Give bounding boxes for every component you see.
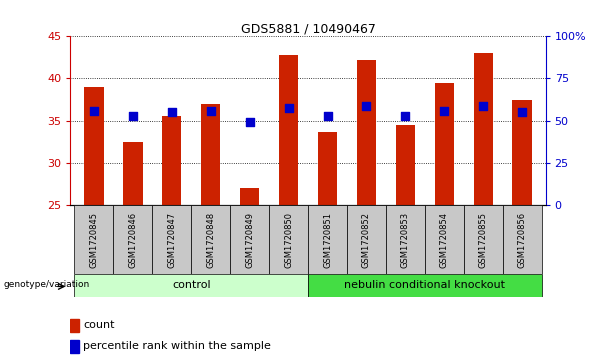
Bar: [395, 125, 415, 205]
Point: [400, 114, 410, 119]
Text: genotype/variation: genotype/variation: [4, 280, 89, 289]
Bar: [230, 205, 269, 274]
Text: control: control: [172, 280, 210, 290]
Title: GDS5881 / 10490467: GDS5881 / 10490467: [240, 22, 376, 35]
Text: GSM1720854: GSM1720854: [440, 212, 449, 268]
Text: GSM1720845: GSM1720845: [89, 212, 98, 268]
Bar: [84, 87, 104, 205]
Point: [362, 103, 371, 109]
Point: [284, 105, 294, 111]
Bar: [308, 205, 347, 274]
Bar: [70, 319, 78, 332]
Text: GSM1720851: GSM1720851: [323, 212, 332, 268]
Bar: [512, 99, 532, 205]
Text: GSM1720852: GSM1720852: [362, 212, 371, 268]
Point: [322, 114, 332, 119]
Point: [89, 108, 99, 114]
Point: [517, 109, 527, 115]
Bar: [269, 205, 308, 274]
Text: nebulin conditional knockout: nebulin conditional knockout: [345, 280, 505, 290]
Bar: [191, 205, 230, 274]
Bar: [279, 55, 299, 205]
Point: [206, 108, 216, 114]
Text: GSM1720848: GSM1720848: [206, 212, 215, 268]
Bar: [113, 205, 152, 274]
Text: GSM1720855: GSM1720855: [479, 212, 488, 268]
Bar: [318, 132, 337, 205]
Bar: [74, 205, 113, 274]
Point: [478, 103, 488, 109]
Bar: [123, 142, 143, 205]
Point: [128, 114, 138, 119]
Bar: [435, 83, 454, 205]
Bar: [308, 274, 542, 297]
Text: GSM1720847: GSM1720847: [167, 212, 177, 268]
Bar: [70, 339, 78, 353]
Bar: [425, 205, 464, 274]
Bar: [74, 274, 308, 297]
Text: GSM1720853: GSM1720853: [401, 212, 410, 268]
Bar: [357, 60, 376, 205]
Bar: [473, 53, 493, 205]
Text: GSM1720846: GSM1720846: [128, 212, 137, 268]
Bar: [464, 205, 503, 274]
Text: count: count: [83, 321, 115, 330]
Text: percentile rank within the sample: percentile rank within the sample: [83, 341, 271, 351]
Bar: [503, 205, 542, 274]
Text: GSM1720850: GSM1720850: [284, 212, 293, 268]
Point: [245, 119, 254, 125]
Bar: [240, 188, 259, 205]
Point: [440, 108, 449, 114]
Point: [167, 109, 177, 115]
Bar: [386, 205, 425, 274]
Bar: [152, 205, 191, 274]
Text: GSM1720856: GSM1720856: [518, 212, 527, 268]
Bar: [347, 205, 386, 274]
Bar: [162, 117, 181, 205]
Bar: [201, 104, 221, 205]
Text: GSM1720849: GSM1720849: [245, 212, 254, 268]
